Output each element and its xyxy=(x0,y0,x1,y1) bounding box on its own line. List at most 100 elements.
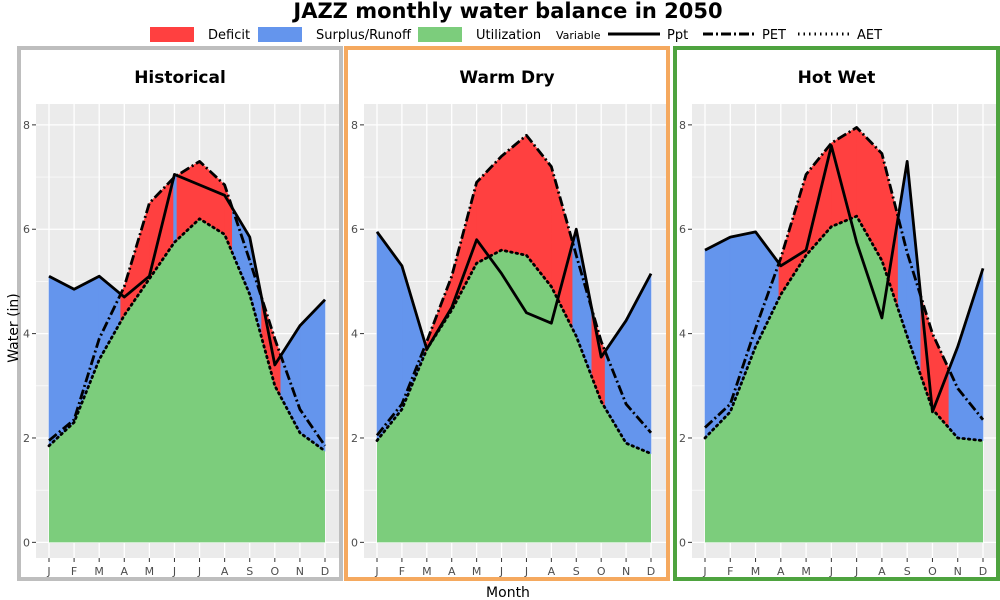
series-line-ppt xyxy=(375,227,653,359)
panel-border xyxy=(344,46,670,581)
x-tick-label: J xyxy=(46,565,50,578)
x-tick-label: A xyxy=(548,565,556,578)
area-surplus-segment xyxy=(174,174,178,243)
series-line-aet xyxy=(375,248,653,456)
x-tick-label: J xyxy=(854,565,858,578)
x-tick-label: D xyxy=(647,565,655,578)
legend-label: Deficit xyxy=(208,28,250,43)
x-tick-label: F xyxy=(727,565,733,578)
x-tick-label: S xyxy=(573,565,580,578)
x-tick-label: O xyxy=(597,565,606,578)
x-tick-label: S xyxy=(904,565,911,578)
x-axis-label: Month xyxy=(486,585,530,600)
x-tick-label: A xyxy=(121,565,129,578)
axes: 0 2 4 6 8 J F M A M J J A S O N D xyxy=(23,119,329,578)
legend-label: AET xyxy=(857,28,882,43)
series-lines xyxy=(703,126,985,442)
y-tick-label: 2 xyxy=(351,432,358,445)
area-utilization xyxy=(705,216,983,543)
x-tick-label: A xyxy=(448,565,456,578)
y-tick-label: 2 xyxy=(679,432,686,445)
x-tick-label: J xyxy=(524,565,528,578)
x-tick-label: J xyxy=(702,565,706,578)
legend-item-ppt: Ppt xyxy=(608,28,688,43)
y-tick-label: 4 xyxy=(351,328,358,341)
x-tick-label: M xyxy=(94,565,104,578)
legend-label: Surplus/Runoff xyxy=(316,28,412,43)
x-tick-label: D xyxy=(979,565,987,578)
x-tick-label: J xyxy=(172,565,176,578)
series-lines xyxy=(375,133,653,456)
area-surplus-segment xyxy=(48,275,75,447)
x-tick-label: O xyxy=(270,565,279,578)
legend-swatch xyxy=(150,27,194,42)
area-utilization xyxy=(49,218,325,543)
legend-label: PET xyxy=(762,28,786,43)
y-tick-label: 6 xyxy=(23,223,30,236)
x-tick-label: M xyxy=(801,565,811,578)
panel-title: Warm Dry xyxy=(459,68,554,88)
facet-panels: 0 2 4 6 8 J F M A M J J A S O N D Historical 0 2 4 6 8 J F M A M J J A… xyxy=(17,46,1000,581)
y-tick-label: 4 xyxy=(679,328,686,341)
area-utilization xyxy=(377,250,651,543)
panel-warm-dry: 0 2 4 6 8 J F M A M J J A S O N D Warm Dry xyxy=(344,46,670,581)
axes: 0 2 4 6 8 J F M A M J J A S O N D xyxy=(351,119,655,578)
legend-swatch xyxy=(258,27,302,42)
y-tick-label: 2 xyxy=(23,432,30,445)
legend-label: Ppt xyxy=(667,28,688,43)
series-line-aet xyxy=(47,217,327,453)
panel-title: Hot Wet xyxy=(798,68,876,88)
legend-item-deficit: Deficit xyxy=(150,27,250,43)
x-tick-label: N xyxy=(296,565,304,578)
x-tick-label: M xyxy=(145,565,155,578)
x-tick-label: J xyxy=(197,565,201,578)
series-line-pet xyxy=(375,133,653,437)
y-tick-label: 8 xyxy=(23,119,30,132)
x-tick-label: O xyxy=(928,565,937,578)
series-line-aet xyxy=(703,214,985,442)
area-surplus-segment xyxy=(376,230,403,442)
x-tick-label: D xyxy=(321,565,329,578)
x-tick-label: J xyxy=(499,565,503,578)
axes: 0 2 4 6 8 J F M A M J J A S O N D xyxy=(679,119,987,578)
panel-border xyxy=(17,46,343,581)
x-tick-label: M xyxy=(472,565,482,578)
y-tick-label: 6 xyxy=(351,223,358,236)
legend: Deficit Surplus/Runoff Utilization Variable… xyxy=(150,27,882,43)
y-tick-label: 8 xyxy=(351,119,358,132)
y-tick-label: 4 xyxy=(23,328,30,341)
y-tick-label: 8 xyxy=(679,119,686,132)
y-axis-label: Water (in) xyxy=(6,293,22,363)
legend-item-aet: AET xyxy=(798,28,882,43)
x-tick-label: J xyxy=(374,565,378,578)
series-line-pet xyxy=(48,159,327,447)
x-tick-label: A xyxy=(878,565,886,578)
panel-title: Historical xyxy=(134,68,226,88)
legend-item-surplus-runoff: Surplus/Runoff xyxy=(258,27,412,43)
legend-swatch xyxy=(418,27,462,42)
x-tick-label: A xyxy=(221,565,229,578)
legend-item-pet: PET xyxy=(703,28,786,43)
x-tick-label: F xyxy=(399,565,405,578)
x-tick-label: J xyxy=(829,565,833,578)
x-tick-label: N xyxy=(954,565,962,578)
legend-label: Utilization xyxy=(476,28,541,43)
x-tick-label: F xyxy=(71,565,77,578)
x-tick-label: N xyxy=(622,565,630,578)
y-tick-label: 0 xyxy=(23,536,30,549)
y-tick-label: 0 xyxy=(351,536,358,549)
x-tick-label: M xyxy=(422,565,432,578)
x-tick-label: A xyxy=(777,565,785,578)
series-line-pet xyxy=(704,126,985,429)
panel-historical: 0 2 4 6 8 J F M A M J J A S O N D Historical xyxy=(17,46,343,581)
y-tick-label: 6 xyxy=(679,223,686,236)
panel-hot-wet: 0 2 4 6 8 J F M A M J J A S O N D Hot Wet xyxy=(673,46,1000,581)
y-tick-label: 0 xyxy=(679,536,686,549)
panel-border xyxy=(673,46,1000,581)
area-surplus-segment xyxy=(704,236,731,439)
x-tick-label: M xyxy=(751,565,761,578)
series-line-ppt xyxy=(48,173,327,367)
chart-title: JAZZ monthly water balance in 2050 xyxy=(291,0,722,23)
legend-variable-title: Variable xyxy=(556,29,601,42)
